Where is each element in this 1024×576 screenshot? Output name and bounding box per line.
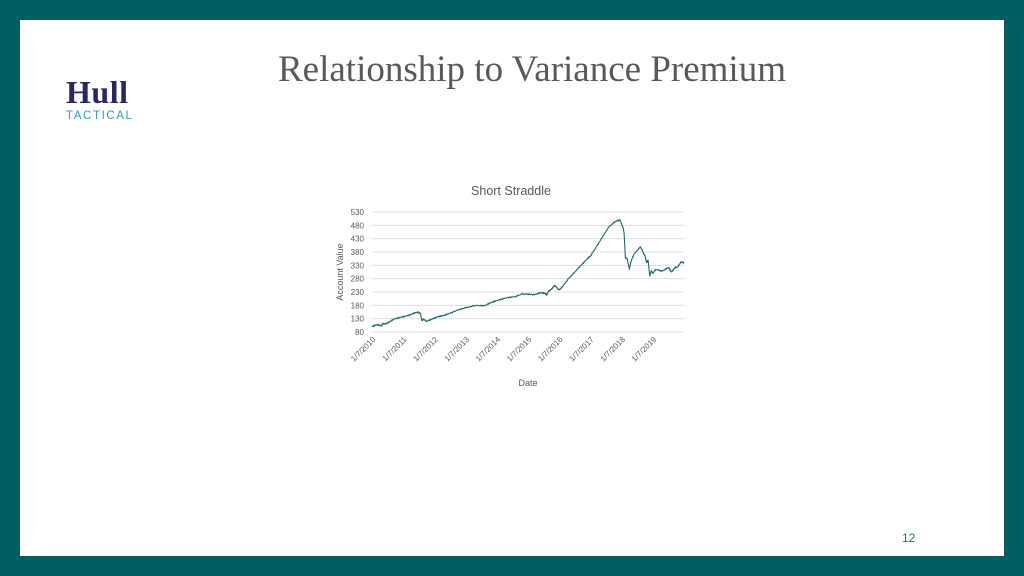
y-tick-label: 230 [351, 288, 365, 297]
y-tick-label: 480 [351, 221, 365, 230]
series-line [371, 219, 685, 328]
y-tick-label: 80 [355, 328, 364, 337]
x-axis-label: Date [518, 378, 537, 388]
slide: Hull TACTICAL Relationship to Variance P… [20, 20, 1004, 556]
x-tick-label: 1/7/2017 [567, 335, 596, 364]
x-tick-label: 1/7/2015 [505, 335, 534, 364]
logo-sub-text: TACTICAL [66, 110, 134, 122]
logo-main-text: Hull [66, 74, 129, 110]
company-logo: Hull TACTICAL [66, 76, 146, 122]
x-tick-label: 1/7/2019 [630, 335, 659, 364]
y-tick-label: 430 [351, 235, 365, 244]
chart-title: Short Straddle [471, 184, 551, 198]
y-tick-label: 530 [351, 208, 365, 217]
page-number: 12 [902, 531, 916, 545]
x-tick-label: 1/7/2014 [474, 335, 503, 364]
x-tick-label: 1/7/2010 [349, 335, 378, 364]
y-tick-label: 280 [351, 275, 365, 284]
y-tick-label: 130 [351, 315, 365, 324]
y-tick-labels: 80 130 180 230 280 330 380 430 480 530 [351, 208, 365, 337]
slide-title: Relationship to Variance Premium [278, 49, 786, 90]
x-tick-label: 1/7/2011 [381, 335, 409, 363]
y-tick-label: 380 [351, 248, 365, 257]
x-tick-label: 1/7/2016 [536, 335, 565, 364]
x-tick-labels: 1/7/2010 1/7/2011 1/7/2012 1/7/2013 1/7/2014… [349, 335, 659, 364]
x-tick-label: 1/7/2013 [443, 335, 472, 364]
x-tick-label: 1/7/2018 [599, 335, 628, 364]
y-tick-label: 330 [351, 261, 365, 270]
y-tick-label: 180 [351, 301, 365, 310]
line-chart: Short Straddle Account Value Date 80 130 1… [335, 184, 685, 388]
chart-area: Short Straddle Account Value Date 80 130 1… [20, 20, 1004, 556]
gridlines [372, 211, 684, 333]
y-axis-label: Account Value [335, 243, 345, 300]
series-group [371, 219, 685, 328]
x-tick-label: 1/7/2012 [411, 335, 440, 364]
